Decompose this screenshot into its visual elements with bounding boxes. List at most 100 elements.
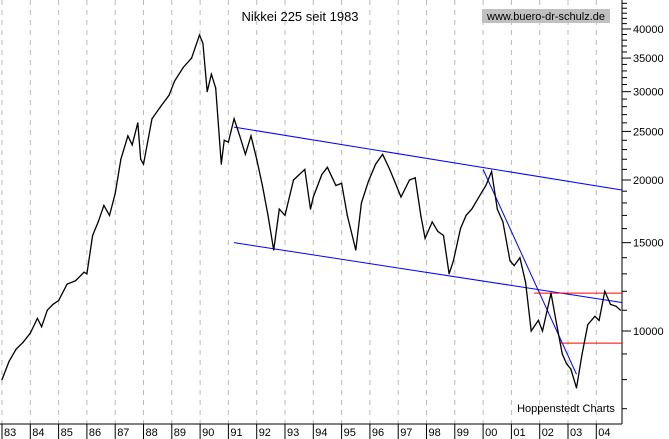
- data-point: [140, 158, 142, 160]
- data-point: [74, 280, 77, 282]
- data-point: [598, 319, 600, 321]
- data-point: [120, 158, 122, 160]
- data-point: [321, 174, 323, 176]
- x-tick-label: 98: [429, 427, 441, 439]
- x-tick-label: 93: [287, 427, 299, 439]
- x-tick-label: 88: [146, 427, 158, 439]
- data-point: [108, 214, 111, 217]
- x-tick-label: 01: [513, 427, 525, 439]
- x-tick-label: 83: [4, 427, 16, 439]
- y-tick-label: 25000: [633, 126, 664, 138]
- data-point: [513, 265, 515, 267]
- data-point: [424, 237, 426, 239]
- data-point: [103, 204, 105, 206]
- data-point: [36, 317, 38, 319]
- data-point: [46, 309, 48, 311]
- data-point: [360, 202, 363, 204]
- data-point: [556, 323, 558, 326]
- data-point: [452, 260, 454, 262]
- x-tick-label: 89: [174, 427, 186, 439]
- data-point: [1, 379, 3, 381]
- data-point: [151, 118, 153, 120]
- data-point: [408, 179, 411, 181]
- trendline: [233, 126, 622, 191]
- x-tick-label: 92: [259, 427, 271, 439]
- data-point: [604, 290, 606, 292]
- x-tick-label: 02: [542, 427, 554, 439]
- data-point: [131, 144, 133, 146]
- data-point: [448, 273, 450, 275]
- data-point: [29, 332, 31, 334]
- data-point: [244, 153, 246, 155]
- data-point: [565, 363, 568, 365]
- chart-credit: Hoppenstedt Charts: [517, 403, 615, 415]
- data-point: [561, 353, 563, 355]
- data-point: [198, 34, 201, 36]
- data-point: [367, 180, 370, 182]
- data-point: [382, 153, 384, 155]
- data-point: [137, 122, 139, 124]
- data-point: [465, 214, 467, 217]
- data-point: [335, 184, 337, 187]
- data-point: [609, 303, 612, 305]
- data-point: [210, 73, 213, 75]
- x-tick-label: 87: [117, 427, 129, 439]
- data-point: [66, 283, 68, 285]
- data-point: [159, 106, 162, 108]
- data-point: [58, 299, 60, 302]
- data-point: [471, 208, 473, 210]
- data-point: [233, 118, 235, 120]
- data-point: [91, 234, 94, 237]
- x-tick-label: 86: [89, 427, 101, 439]
- data-point: [615, 305, 617, 307]
- data-point: [215, 87, 217, 89]
- data-point: [83, 271, 85, 273]
- data-point: [22, 341, 24, 343]
- x-tick-label: 99: [457, 427, 469, 439]
- data-point: [284, 214, 286, 217]
- data-point: [206, 91, 208, 93]
- data-point: [114, 192, 116, 195]
- y-tick-label: 10000: [633, 326, 664, 338]
- data-point: [437, 230, 439, 232]
- overlays: [1, 33, 622, 389]
- data-point: [298, 174, 300, 176]
- y-tick-label: 35000: [633, 53, 664, 65]
- y-tick-label: 40000: [633, 24, 664, 36]
- data-point: [374, 163, 377, 165]
- data-point: [202, 42, 204, 44]
- data-point: [256, 158, 258, 160]
- trendline: [233, 242, 622, 303]
- data-point: [541, 330, 544, 332]
- data-point: [570, 368, 572, 370]
- data-point: [537, 319, 539, 321]
- data-point: [227, 141, 229, 143]
- data-point: [587, 323, 589, 326]
- data-point: [250, 135, 252, 137]
- data-point: [86, 273, 88, 275]
- data-point: [304, 168, 306, 170]
- data-point: [550, 292, 552, 294]
- data-point: [524, 281, 527, 283]
- x-tick-label: 91: [230, 427, 242, 439]
- x-tick-label: 00: [485, 427, 497, 439]
- watermark-bg: [482, 9, 610, 23]
- data-point: [389, 168, 391, 170]
- data-point: [346, 214, 348, 217]
- data-point: [431, 221, 433, 223]
- data-point: [15, 348, 17, 350]
- data-point: [52, 303, 54, 305]
- data-point: [278, 208, 280, 210]
- data-point: [502, 221, 504, 223]
- data-point: [509, 260, 511, 262]
- data-point: [496, 208, 498, 210]
- x-axis: 83 84 85 86 87 88 89 90 91 92 93 94 95 96 97 98 99 00 01 02…: [0, 423, 622, 439]
- y-tick-label: 15000: [633, 238, 664, 250]
- data-point: [414, 177, 416, 179]
- data-point: [312, 196, 314, 198]
- gridlines: [1, 0, 597, 424]
- data-point: [459, 228, 462, 230]
- data-point: [168, 94, 170, 96]
- data-point: [191, 57, 193, 59]
